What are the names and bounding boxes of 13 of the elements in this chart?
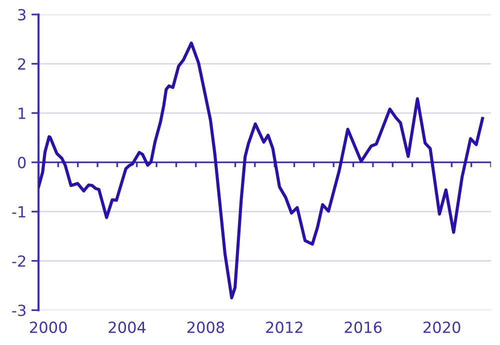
y-tick-label: 3 <box>18 8 26 21</box>
y-tick-label: 0 <box>18 156 26 168</box>
y-tick-label: 2 <box>18 58 26 70</box>
x-tick-label: 2004 <box>108 322 146 334</box>
x-tick-label: 2008 <box>187 322 224 334</box>
y-tick-label: -3 <box>12 304 26 316</box>
x-tick-label: 2020 <box>423 322 460 334</box>
y-tick-label: -1 <box>12 206 26 218</box>
x-tick-label: 2000 <box>30 322 67 334</box>
x-tick-label: 2016 <box>344 322 382 334</box>
y-tick-label: -2 <box>12 255 26 267</box>
x-tick-label: 2012 <box>266 322 302 334</box>
y-tick-label: 1 <box>18 108 26 119</box>
